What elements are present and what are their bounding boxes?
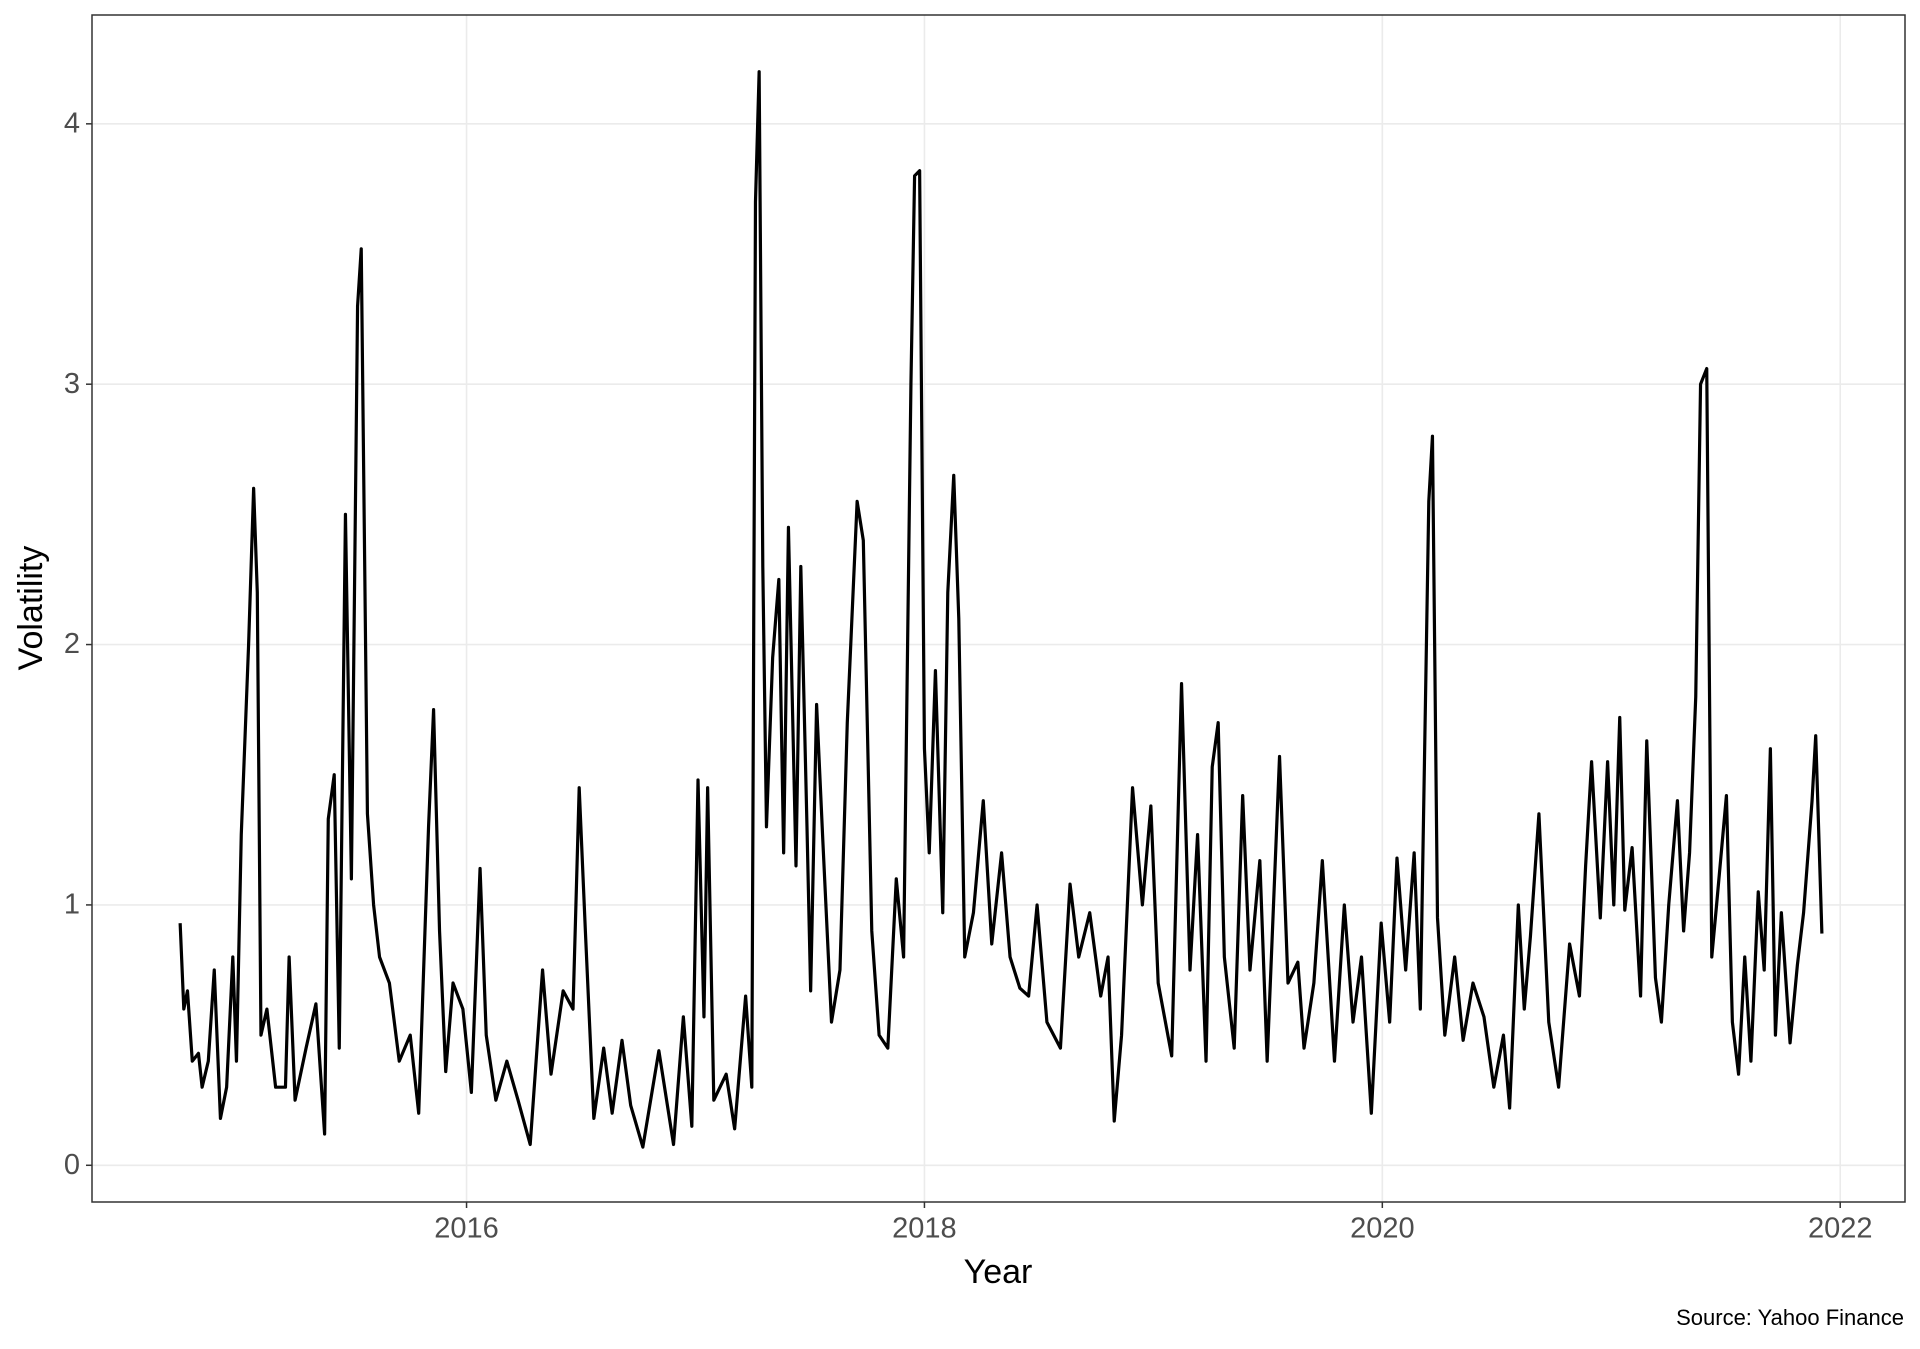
x-tick-label: 2018	[892, 1213, 957, 1245]
y-tick-label: 0	[64, 1149, 80, 1181]
x-tick-label: 2020	[1350, 1213, 1415, 1245]
y-axis-title: Volatility	[12, 546, 50, 671]
y-tick-label: 3	[64, 368, 80, 400]
x-axis-title: Year	[964, 1253, 1033, 1291]
y-tick-label: 1	[64, 889, 80, 921]
panel-border	[91, 14, 1906, 1203]
y-tick-label: 4	[64, 107, 80, 139]
caption: Source: Yahoo Finance	[1676, 1305, 1904, 1330]
x-tick-label: 2016	[434, 1213, 499, 1245]
data-line	[178, 70, 1824, 1149]
x-tick-label: 2022	[1808, 1213, 1873, 1245]
y-tick-label: 2	[64, 628, 80, 660]
